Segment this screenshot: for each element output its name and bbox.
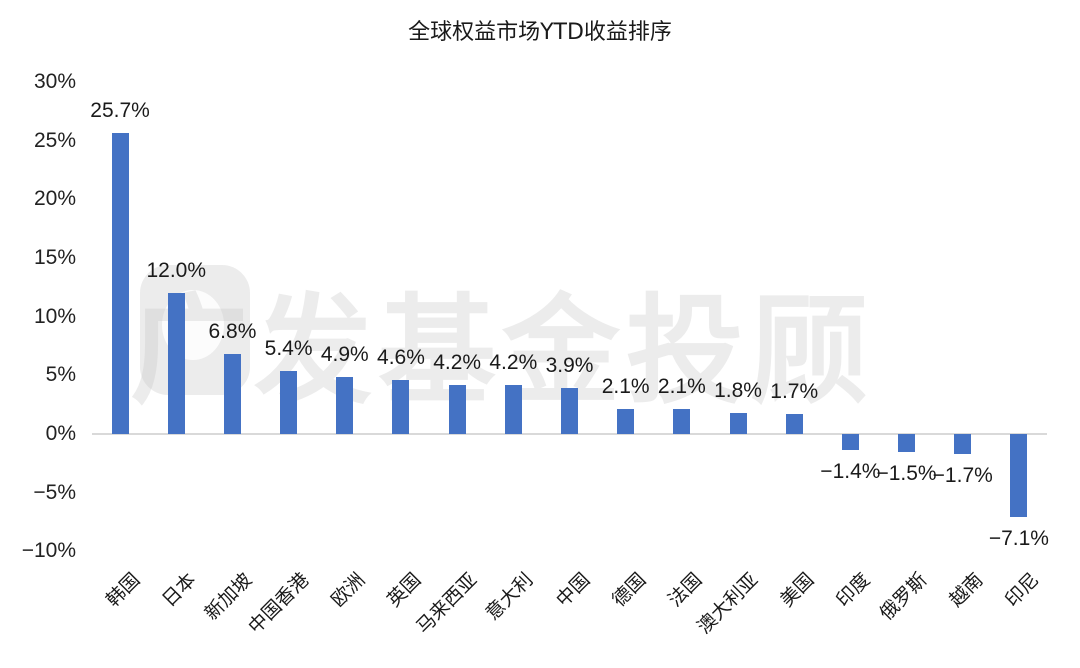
y-tick-label: 10% <box>33 304 76 328</box>
y-tick-label: 15% <box>33 246 76 270</box>
y-tick-label: 20% <box>33 187 76 211</box>
bar <box>392 380 410 434</box>
x-tick-label: 意大利 <box>481 568 538 625</box>
x-tick-label: 韩国 <box>102 568 145 612</box>
bar <box>841 434 859 451</box>
x-tick-label: 德国 <box>607 568 651 612</box>
x-tick-label: 日本 <box>158 568 201 612</box>
x-tick-label: 马来西亚 <box>412 568 482 639</box>
x-tick-label: 俄罗斯 <box>875 568 931 625</box>
y-tick-label: 5% <box>45 363 76 387</box>
data-label: 1.7% <box>770 380 819 404</box>
bar <box>448 384 466 434</box>
bar <box>954 434 972 454</box>
bar <box>504 384 522 434</box>
x-tick-label: 美国 <box>776 568 819 612</box>
data-label: −1.5% <box>876 461 937 485</box>
data-label: 12.0% <box>146 259 207 283</box>
data-label: −1.4% <box>820 460 881 484</box>
data-label: 6.8% <box>208 320 257 344</box>
data-label: 4.9% <box>320 342 369 366</box>
bar <box>785 414 803 434</box>
x-tick-label: 澳大利亚 <box>693 568 763 639</box>
y-tick-label: 0% <box>45 422 76 445</box>
x-tick-label: 中国 <box>551 568 594 612</box>
data-label: −7.1% <box>988 527 1049 551</box>
x-tick-label: 英国 <box>382 568 426 612</box>
data-label: 5.4% <box>264 336 313 360</box>
data-label: 4.2% <box>433 350 482 374</box>
data-label: 4.2% <box>489 350 538 374</box>
bar <box>167 293 185 434</box>
x-tick-label: 中国香港 <box>243 568 313 639</box>
x-tick-label: 印度 <box>832 568 875 612</box>
y-tick-label: 30% <box>33 70 76 94</box>
bar <box>280 370 298 434</box>
y-tick-label: 25% <box>33 128 76 152</box>
bar <box>1010 434 1028 518</box>
x-axis-line <box>92 433 1047 435</box>
x-tick-label: 越南 <box>944 568 988 612</box>
bar <box>561 388 578 434</box>
data-label: 2.1% <box>657 375 706 399</box>
x-tick-label: 印尼 <box>1000 568 1044 612</box>
y-tick-label: −10% <box>21 539 76 563</box>
y-tick-label: −5% <box>33 480 76 504</box>
x-tick-label: 欧洲 <box>326 568 370 612</box>
data-label: 2.1% <box>601 375 650 399</box>
bar <box>336 376 354 434</box>
data-label: −1.7% <box>932 463 993 487</box>
chart-title: 全球权益市场YTD收益排序 <box>408 20 672 45</box>
bar <box>223 354 241 434</box>
data-label: 3.9% <box>545 354 594 378</box>
data-label: 25.7% <box>90 98 150 122</box>
x-tick-label: 法国 <box>663 568 707 612</box>
data-label: 1.8% <box>714 378 762 402</box>
data-label: 4.6% <box>377 346 425 370</box>
bar <box>673 409 691 434</box>
bar <box>898 434 916 452</box>
bar <box>729 412 747 434</box>
bar <box>111 132 129 434</box>
bar <box>617 409 635 434</box>
